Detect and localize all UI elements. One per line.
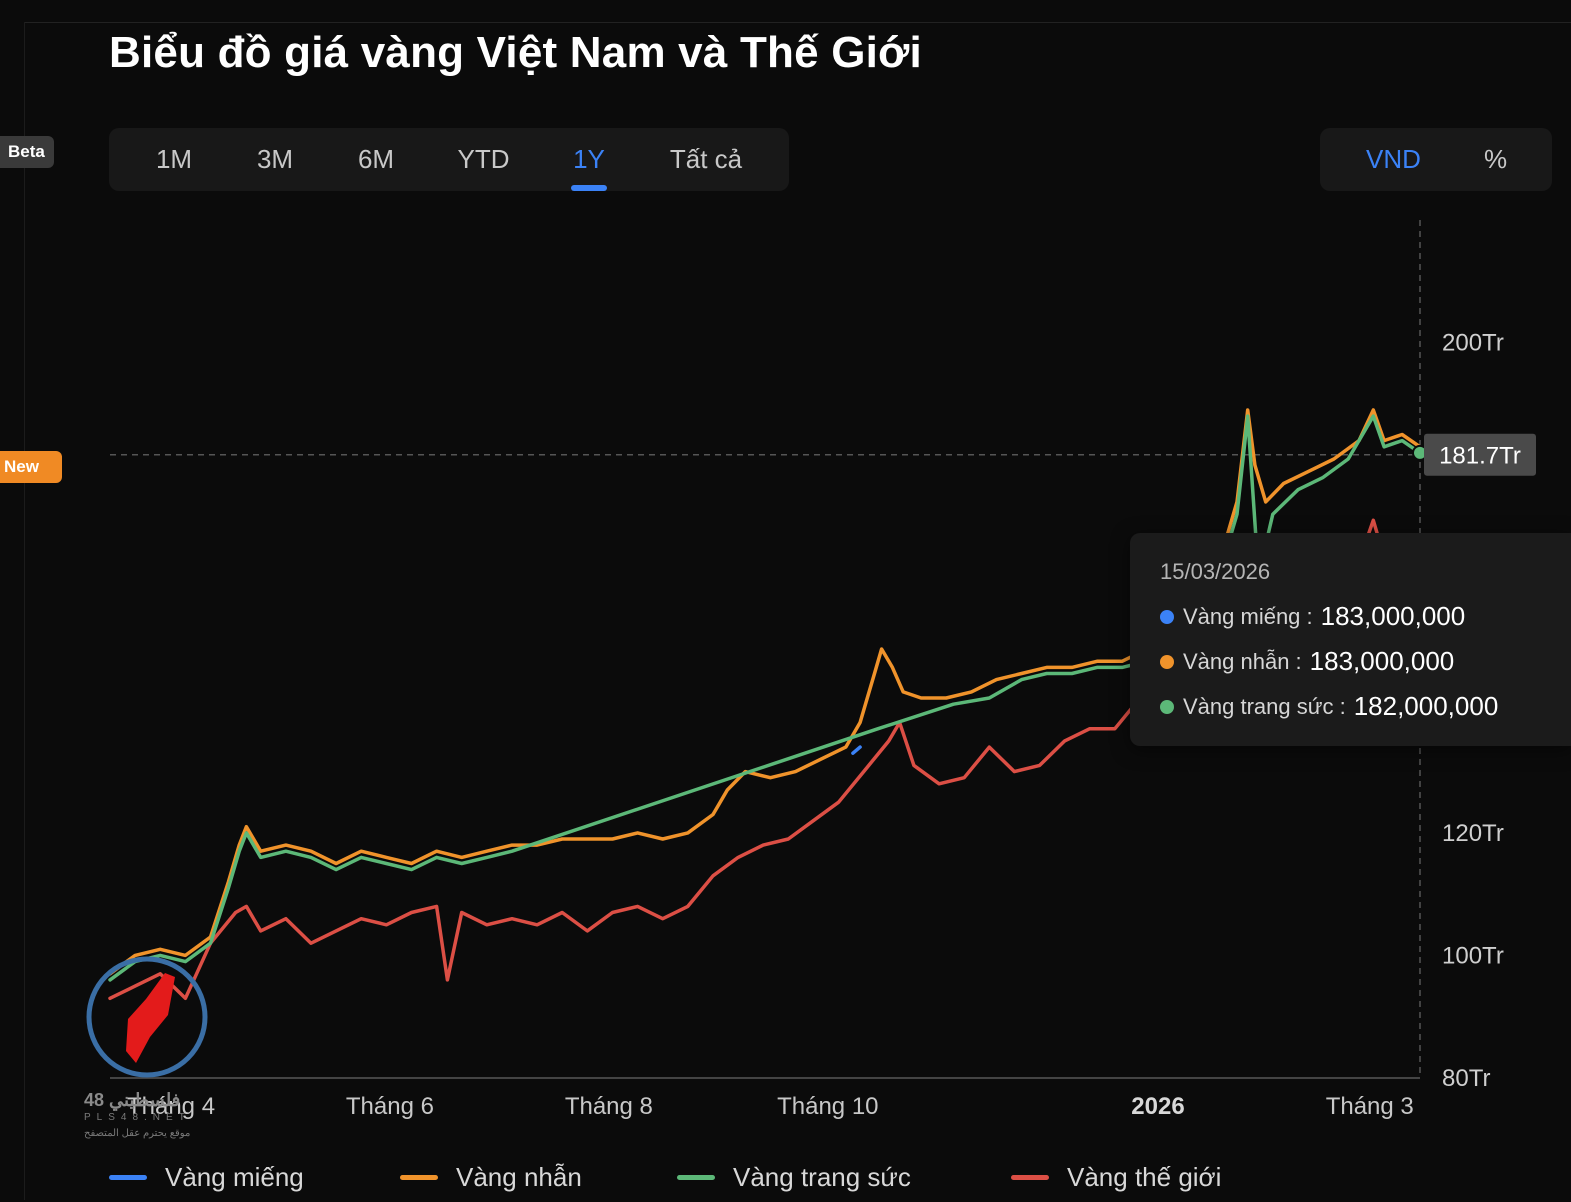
tab-1y[interactable]: 1Y	[571, 128, 607, 191]
legend-label-vang-the-gioi: Vàng thế giới	[1067, 1162, 1222, 1192]
x-tick-label: Tháng 4	[127, 1093, 215, 1120]
x-tick-label: 2026	[1131, 1093, 1184, 1120]
beta-badge[interactable]: Beta	[0, 136, 54, 168]
legend-label-vang-mieng: Vàng miếng	[165, 1162, 304, 1192]
tooltip-row-vang-trang-suc: Vàng trang sức : 182,000,000	[1160, 691, 1498, 722]
tooltip-label-vang-nhan: Vàng nhẫn :	[1183, 648, 1302, 674]
series-line-vang-mieng	[851, 745, 862, 755]
crosshair-value-box	[1424, 433, 1536, 476]
legend-label-vang-trang-suc: Vàng trang sức	[733, 1162, 911, 1192]
tooltip-value-vang-trang-suc: 182,000,000	[1353, 691, 1499, 721]
page-title: Biểu đồ giá vàng Việt Nam và Thế Giới	[109, 28, 922, 77]
tooltip-dot-vang-nhan	[1160, 654, 1174, 669]
unit-toggle: VND %	[1320, 128, 1552, 191]
x-tick-label: Tháng 6	[346, 1093, 434, 1120]
legend-item-vang-the-gioi[interactable]: Vàng thế giới	[1011, 1162, 1221, 1193]
tooltip-dot-vang-trang-suc	[1160, 699, 1174, 714]
y-tick-label: 100Tr	[1442, 942, 1504, 969]
legend-swatch-vang-the-gioi	[1011, 1175, 1049, 1180]
legend-item-vang-nhan[interactable]: Vàng nhẫn	[400, 1162, 582, 1193]
legend-swatch-vang-trang-suc	[677, 1175, 715, 1180]
tooltip-value-vang-mieng: 183,000,000	[1320, 601, 1466, 631]
new-badge[interactable]: New	[0, 451, 62, 483]
tooltip-value-vang-nhan: 183,000,000	[1309, 646, 1455, 676]
unit-vnd-button[interactable]: VND	[1366, 144, 1421, 174]
watermark-logo	[86, 956, 208, 1078]
watermark-url: PLS48.NET	[84, 1112, 191, 1123]
tab-all[interactable]: Tất cả	[669, 144, 743, 174]
tab-1m[interactable]: 1M	[155, 144, 193, 174]
tooltip-row-vang-mieng: Vàng miếng : 183,000,000	[1160, 601, 1465, 632]
watermark-text: 48 فلسطيني	[84, 1090, 181, 1110]
tab-6m[interactable]: 6M	[357, 144, 395, 174]
chart-tooltip: 15/03/2026 Vàng miếng : 183,000,000 Vàng…	[1130, 533, 1571, 746]
x-tick-label: Tháng 3	[1326, 1093, 1414, 1120]
tooltip-label-vang-trang-suc: Vàng trang sức :	[1183, 693, 1346, 719]
tooltip-dot-vang-mieng	[1160, 609, 1174, 624]
left-rail	[24, 22, 25, 1200]
y-tick-label: 200Tr	[1442, 330, 1504, 357]
time-range-tabs: 1M 3M 6M YTD 1Y Tất cả	[109, 128, 789, 191]
x-tick-label: Tháng 8	[565, 1093, 653, 1120]
series-line-vang-trang-suc	[108, 414, 1422, 982]
legend-label-vang-nhan: Vàng nhẫn	[456, 1162, 582, 1192]
y-tick-label: 80Tr	[1442, 1065, 1490, 1092]
watermark-tagline: موقع يحترم عقل المتصفح	[84, 1128, 191, 1139]
legend-item-vang-mieng[interactable]: Vàng miếng	[109, 1162, 304, 1193]
legend-item-vang-trang-suc[interactable]: Vàng trang sức	[677, 1162, 911, 1193]
y-tick-label: 120Tr	[1442, 820, 1504, 847]
unit-percent-button[interactable]: %	[1484, 144, 1508, 174]
x-tick-label: Tháng 10	[777, 1093, 878, 1120]
crosshair-value-label: 181.7Tr	[1439, 443, 1521, 470]
legend-swatch-vang-nhan	[400, 1175, 438, 1180]
tab-ytd[interactable]: YTD	[457, 144, 510, 174]
tooltip-label-vang-mieng: Vàng miếng :	[1183, 603, 1313, 629]
tab-3m[interactable]: 3M	[256, 144, 294, 174]
top-border	[24, 22, 1571, 23]
tooltip-row-vang-nhan: Vàng nhẫn : 183,000,000	[1160, 646, 1454, 677]
legend-swatch-vang-mieng	[109, 1175, 147, 1180]
tooltip-date: 15/03/2026	[1160, 559, 1271, 584]
